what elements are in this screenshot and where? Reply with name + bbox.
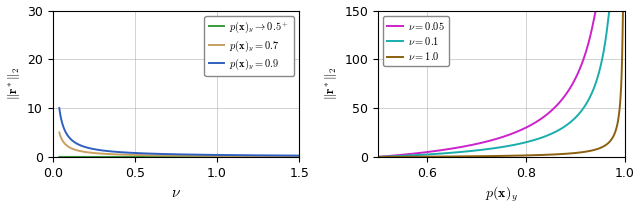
$p(\mathbf{x})_y = 0.7$ bbox=[147, 154, 155, 156]
$\nu = 0.1$ bbox=[468, 150, 476, 152]
$\nu = 0.05$ bbox=[468, 144, 476, 146]
$\nu = 0.05$ bbox=[522, 126, 530, 129]
X-axis label: $\nu$: $\nu$ bbox=[171, 185, 181, 200]
$p(\mathbf{x})_y \to 0.5^+$ bbox=[97, 156, 105, 158]
$p(\mathbf{x})_y = 0.9$ bbox=[83, 146, 90, 149]
$\nu = 1.0$ bbox=[522, 154, 530, 157]
$\nu = 0.05$ bbox=[375, 156, 383, 158]
$\nu = 0.1$ bbox=[522, 141, 530, 144]
$p(\mathbf{x})_y \to 0.5^+$ bbox=[295, 156, 303, 158]
$p(\mathbf{x})_y = 0.9$ bbox=[56, 107, 63, 109]
$p(\mathbf{x})_y \to 0.5^+$ bbox=[147, 156, 155, 158]
$p(\mathbf{x})_y = 0.7$ bbox=[97, 152, 105, 155]
$\nu = 0.1$ bbox=[419, 154, 427, 156]
$p(\mathbf{x})_y = 0.9$ bbox=[97, 149, 105, 151]
$p(\mathbf{x})_y = 0.9$ bbox=[295, 154, 303, 157]
$\nu = 0.05$ bbox=[419, 151, 427, 154]
Line: $\nu = 0.05$: $\nu = 0.05$ bbox=[379, 10, 624, 157]
$\nu = 1.0$ bbox=[534, 154, 542, 156]
Y-axis label: $\|\mathbf{r}^*\|_2$: $\|\mathbf{r}^*\|_2$ bbox=[6, 67, 22, 100]
$p(\mathbf{x})_y = 0.7$ bbox=[56, 131, 63, 134]
$\nu = 0.1$ bbox=[605, 9, 613, 12]
Y-axis label: $\|\mathbf{r}^*\|_2$: $\|\mathbf{r}^*\|_2$ bbox=[323, 67, 339, 100]
$\nu = 0.05$ bbox=[558, 98, 566, 101]
$\nu = 0.05$ bbox=[592, 9, 600, 12]
$\nu = 1.0$ bbox=[375, 156, 383, 158]
$\nu = 1.0$ bbox=[620, 9, 628, 12]
$\nu = 0.05$ bbox=[620, 9, 628, 12]
$p(\mathbf{x})_y = 0.7$ bbox=[295, 155, 303, 158]
$\nu = 0.1$ bbox=[620, 9, 628, 12]
$\nu = 1.0$ bbox=[619, 9, 627, 12]
$p(\mathbf{x})_y = 0.9$ bbox=[265, 154, 273, 157]
Line: $p(\mathbf{x})_y = 0.7$: $p(\mathbf{x})_y = 0.7$ bbox=[60, 133, 299, 156]
$\nu = 1.0$ bbox=[468, 155, 476, 158]
$p(\mathbf{x})_y = 0.7$ bbox=[265, 155, 273, 158]
$p(\mathbf{x})_y \to 0.5^+$ bbox=[291, 156, 298, 158]
$p(\mathbf{x})_y = 0.7$ bbox=[83, 151, 90, 154]
Line: $\nu = 0.1$: $\nu = 0.1$ bbox=[379, 10, 624, 157]
$\nu = 1.0$ bbox=[419, 155, 427, 158]
$\nu = 0.1$ bbox=[558, 127, 566, 130]
Legend: $\nu = 0.05$, $\nu = 0.1$, $\nu = 1.0$: $\nu = 0.05$, $\nu = 0.1$, $\nu = 1.0$ bbox=[383, 16, 449, 66]
$p(\mathbf{x})_y = 0.9$ bbox=[158, 153, 166, 155]
$p(\mathbf{x})_y = 0.7$ bbox=[291, 155, 298, 158]
$p(\mathbf{x})_y = 0.9$ bbox=[291, 154, 298, 157]
$p(\mathbf{x})_y = 0.9$ bbox=[147, 152, 155, 155]
$\nu = 0.1$ bbox=[577, 111, 584, 113]
X-axis label: $p(\mathbf{x})_y$: $p(\mathbf{x})_y$ bbox=[485, 185, 518, 205]
$p(\mathbf{x})_y \to 0.5^+$ bbox=[265, 156, 273, 158]
$\nu = 0.1$ bbox=[375, 156, 383, 158]
$\nu = 0.05$ bbox=[534, 119, 542, 122]
Line: $\nu = 1.0$: $\nu = 1.0$ bbox=[379, 10, 624, 157]
$p(\mathbf{x})_y \to 0.5^+$ bbox=[56, 156, 63, 158]
$\nu = 1.0$ bbox=[558, 153, 566, 155]
$\nu = 1.0$ bbox=[577, 151, 584, 154]
$\nu = 0.1$ bbox=[534, 138, 542, 140]
$p(\mathbf{x})_y = 0.7$ bbox=[158, 154, 166, 157]
$p(\mathbf{x})_y \to 0.5^+$ bbox=[83, 156, 90, 158]
$\nu = 0.05$ bbox=[577, 66, 584, 68]
Line: $p(\mathbf{x})_y = 0.9$: $p(\mathbf{x})_y = 0.9$ bbox=[60, 108, 299, 156]
Legend: $p(\mathbf{x})_y \to 0.5^+$, $p(\mathbf{x})_y = 0.7$, $p(\mathbf{x})_y = 0.9$: $p(\mathbf{x})_y \to 0.5^+$, $p(\mathbf{… bbox=[205, 16, 294, 76]
$p(\mathbf{x})_y \to 0.5^+$ bbox=[158, 156, 166, 158]
